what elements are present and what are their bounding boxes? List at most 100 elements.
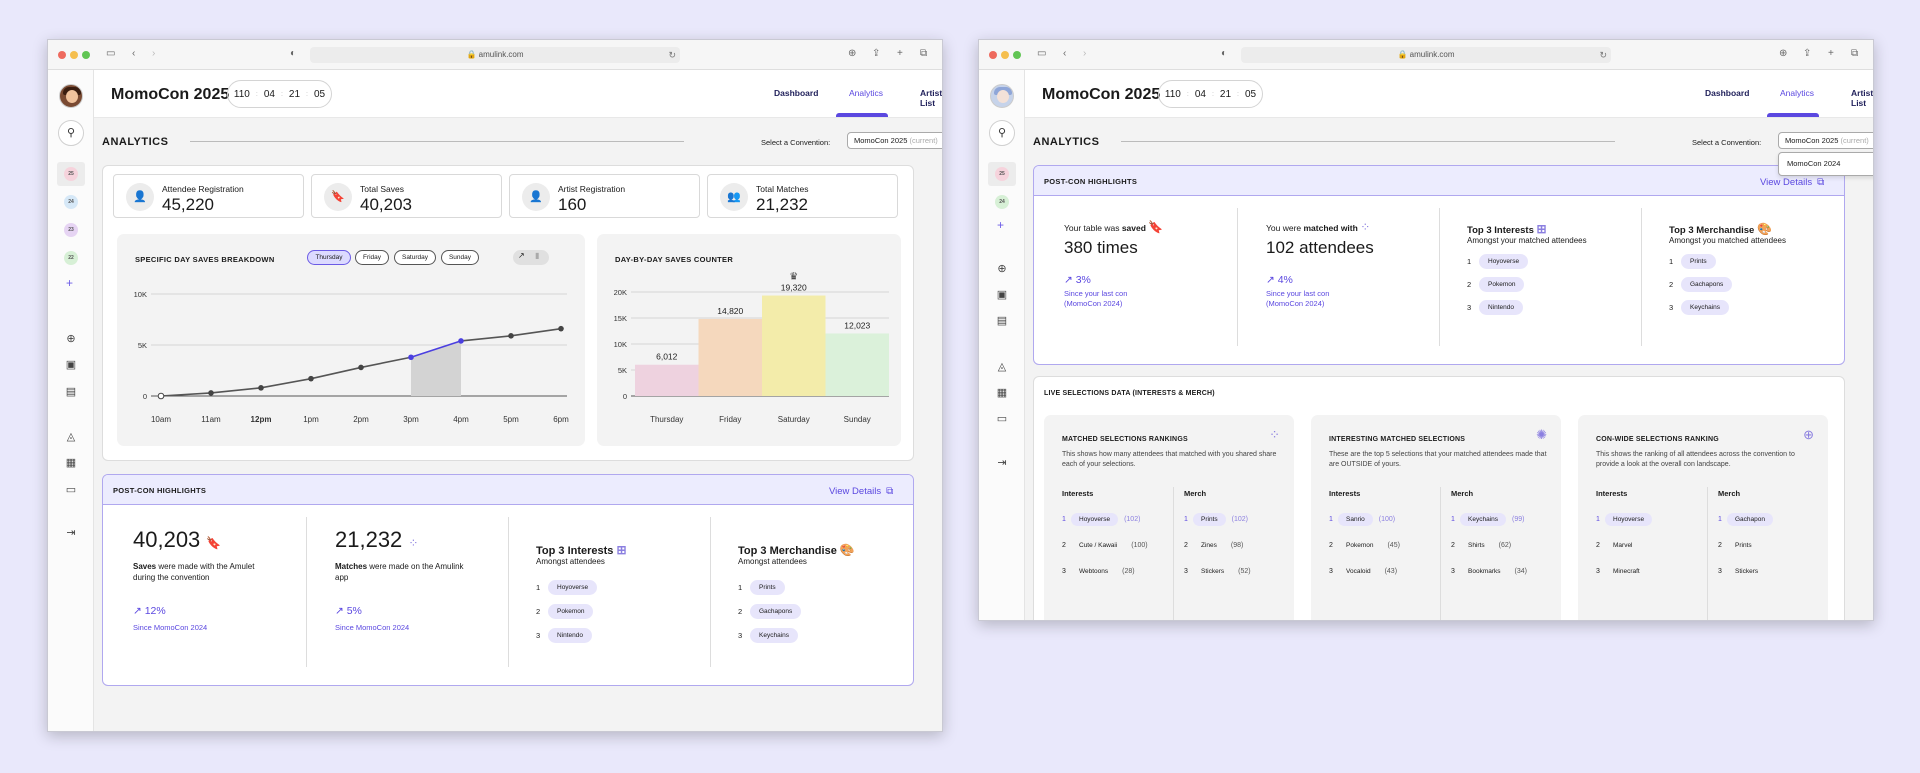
year-24-icon[interactable]: 24 [995,195,1009,209]
countdown-seconds: 05 [313,88,326,100]
active-tab-indicator [836,113,888,117]
download-icon[interactable]: ⊕ [1779,48,1788,59]
tab-analytics[interactable]: Analytics [1780,88,1815,98]
x-tick-label: Friday [719,415,741,424]
stat-label: Total Saves [360,184,404,194]
live-box-title: MATCHED SELECTIONS RANKINGS [1062,436,1188,443]
page-title: MomoCon 2025 [1042,86,1161,103]
tab-friday[interactable]: Friday [355,250,389,265]
minimize-window-button[interactable] [1001,51,1009,59]
convention-dropdown-option[interactable]: MomoCon 2024 [1778,152,1873,176]
current-suffix: (current) [909,136,938,145]
line-chart-icon[interactable]: ↗ [518,251,525,260]
address-bar[interactable]: 🔒 amulink.com ↻ [310,47,680,63]
maximize-window-button[interactable] [1013,51,1021,59]
tab-artist-list[interactable]: Artist List [920,88,943,108]
column-divider [1707,487,1708,620]
tab-artist-list[interactable]: Artist List [1851,88,1874,108]
year-25-icon[interactable]: 25 [995,167,1009,181]
saved-pct: ↗ 3% [1064,274,1091,286]
ticket-icon[interactable]: ▣ [65,359,77,371]
tab-dashboard[interactable]: Dashboard [774,88,819,98]
bell-icon[interactable]: ◬ [66,431,76,443]
forward-icon[interactable]: › [152,48,156,59]
shield-icon[interactable]: ◐ [1221,48,1228,59]
merch-header: Merch [1718,489,1741,498]
year-24-icon[interactable]: 24 [64,195,78,209]
convention-select[interactable]: MomoCon 2025 (current) ⌄ [847,132,942,149]
maximize-window-button[interactable] [82,51,90,59]
divider [190,141,684,142]
avatar[interactable] [990,84,1014,108]
matches-column: 21,232 ⁘ Matches were made on the Amulin… [335,513,505,675]
series-line [310,366,362,380]
ticket-icon[interactable]: ▣ [996,289,1008,301]
tab-thursday[interactable]: Thursday [307,250,351,265]
new-tab-icon[interactable]: + [897,48,903,59]
matched-label: You were matched with ⁘ [1266,220,1371,234]
gallery-icon[interactable]: ▤ [996,315,1008,327]
download-icon[interactable]: ⊕ [848,48,857,59]
globe-icon[interactable]: ⊕ [66,333,76,345]
data-label: 12,023 [844,320,870,330]
avatar[interactable] [59,84,83,108]
sidebar-toggle-icon[interactable]: ▭ [1037,48,1047,59]
year-22-icon[interactable]: 22 [64,251,78,265]
globe-icon[interactable]: ⊕ [997,263,1007,275]
calendar-icon[interactable]: ▦ [65,457,77,469]
bar-chart-icon[interactable]: ▮ [535,251,540,260]
address-bar[interactable]: 🔒 amulink.com ↻ [1241,47,1611,63]
search-icon[interactable]: ⚲ [989,120,1015,146]
browser-window-left: ▭ ‹ › ◐ 🔒 amulink.com ↻ ⊕ ⇪ + ⧉ ⚲ 25 24 … [47,39,943,732]
gallery-icon[interactable]: ▤ [65,386,77,398]
convention-select[interactable]: MomoCon 2025 (current) ⌄ [1778,132,1873,149]
back-icon[interactable]: ‹ [132,48,136,59]
chat-icon[interactable]: ▭ [65,484,77,496]
tab-dashboard[interactable]: Dashboard [1705,88,1750,98]
chart-type-toggle[interactable]: ↗ ▮ [513,250,549,265]
close-window-button[interactable] [989,51,997,59]
external-link-icon: ⧉ [1817,177,1825,188]
list-item: 2 Pokemon [536,604,594,619]
tab-sunday[interactable]: Sunday [441,250,479,265]
back-icon[interactable]: ‹ [1063,48,1067,59]
view-details-link[interactable]: View Details ⧉ [1760,177,1824,188]
interests-column: Top 3 Interests ⊞ Amongst your matched a… [1467,204,1637,354]
countdown-minutes: 21 [1219,88,1232,100]
tabs-overview-icon[interactable]: ⧉ [920,48,928,59]
data-point [308,375,314,382]
calendar-icon[interactable]: ▦ [996,387,1008,399]
logout-icon[interactable]: ⇥ [66,527,76,539]
shield-icon[interactable]: ◐ [290,48,297,59]
column-divider [1173,487,1174,620]
close-window-button[interactable] [58,51,66,59]
top-merch-subtitle: Amongst you matched attendees [1669,236,1786,245]
reload-icon[interactable]: ↻ [668,50,676,60]
merch-header: Merch [1451,489,1474,498]
reload-icon[interactable]: ↻ [1599,50,1607,60]
tabs-overview-icon[interactable]: ⧉ [1851,48,1859,59]
add-convention-icon[interactable]: + [997,218,1005,232]
add-convention-icon[interactable]: + [66,276,74,290]
forward-icon[interactable]: › [1083,48,1087,59]
minimize-window-button[interactable] [70,51,78,59]
chat-icon[interactable]: ▭ [996,413,1008,425]
year-23-icon[interactable]: 23 [64,223,78,237]
view-details-link[interactable]: View Details ⧉ [829,486,893,497]
logout-icon[interactable]: ⇥ [997,457,1007,469]
share-icon[interactable]: ⇪ [872,48,881,59]
saved-since: Since your last con (MomoCon 2024) [1064,289,1128,308]
tab-saturday[interactable]: Saturday [394,250,436,265]
year-25-icon[interactable]: 25 [64,167,78,181]
matches-pct: ↗ 5% [335,605,362,617]
top-interests-subtitle: Amongst attendees [536,557,605,566]
new-tab-icon[interactable]: + [1828,48,1834,59]
search-icon[interactable]: ⚲ [58,120,84,146]
share-icon[interactable]: ⇪ [1803,48,1812,59]
stat-value: 45,220 [162,195,214,214]
shapes-icon: ⊞ [1536,222,1547,236]
data-point [458,338,464,344]
sidebar-toggle-icon[interactable]: ▭ [106,48,116,59]
bell-icon[interactable]: ◬ [997,361,1007,373]
tab-analytics[interactable]: Analytics [849,88,884,98]
